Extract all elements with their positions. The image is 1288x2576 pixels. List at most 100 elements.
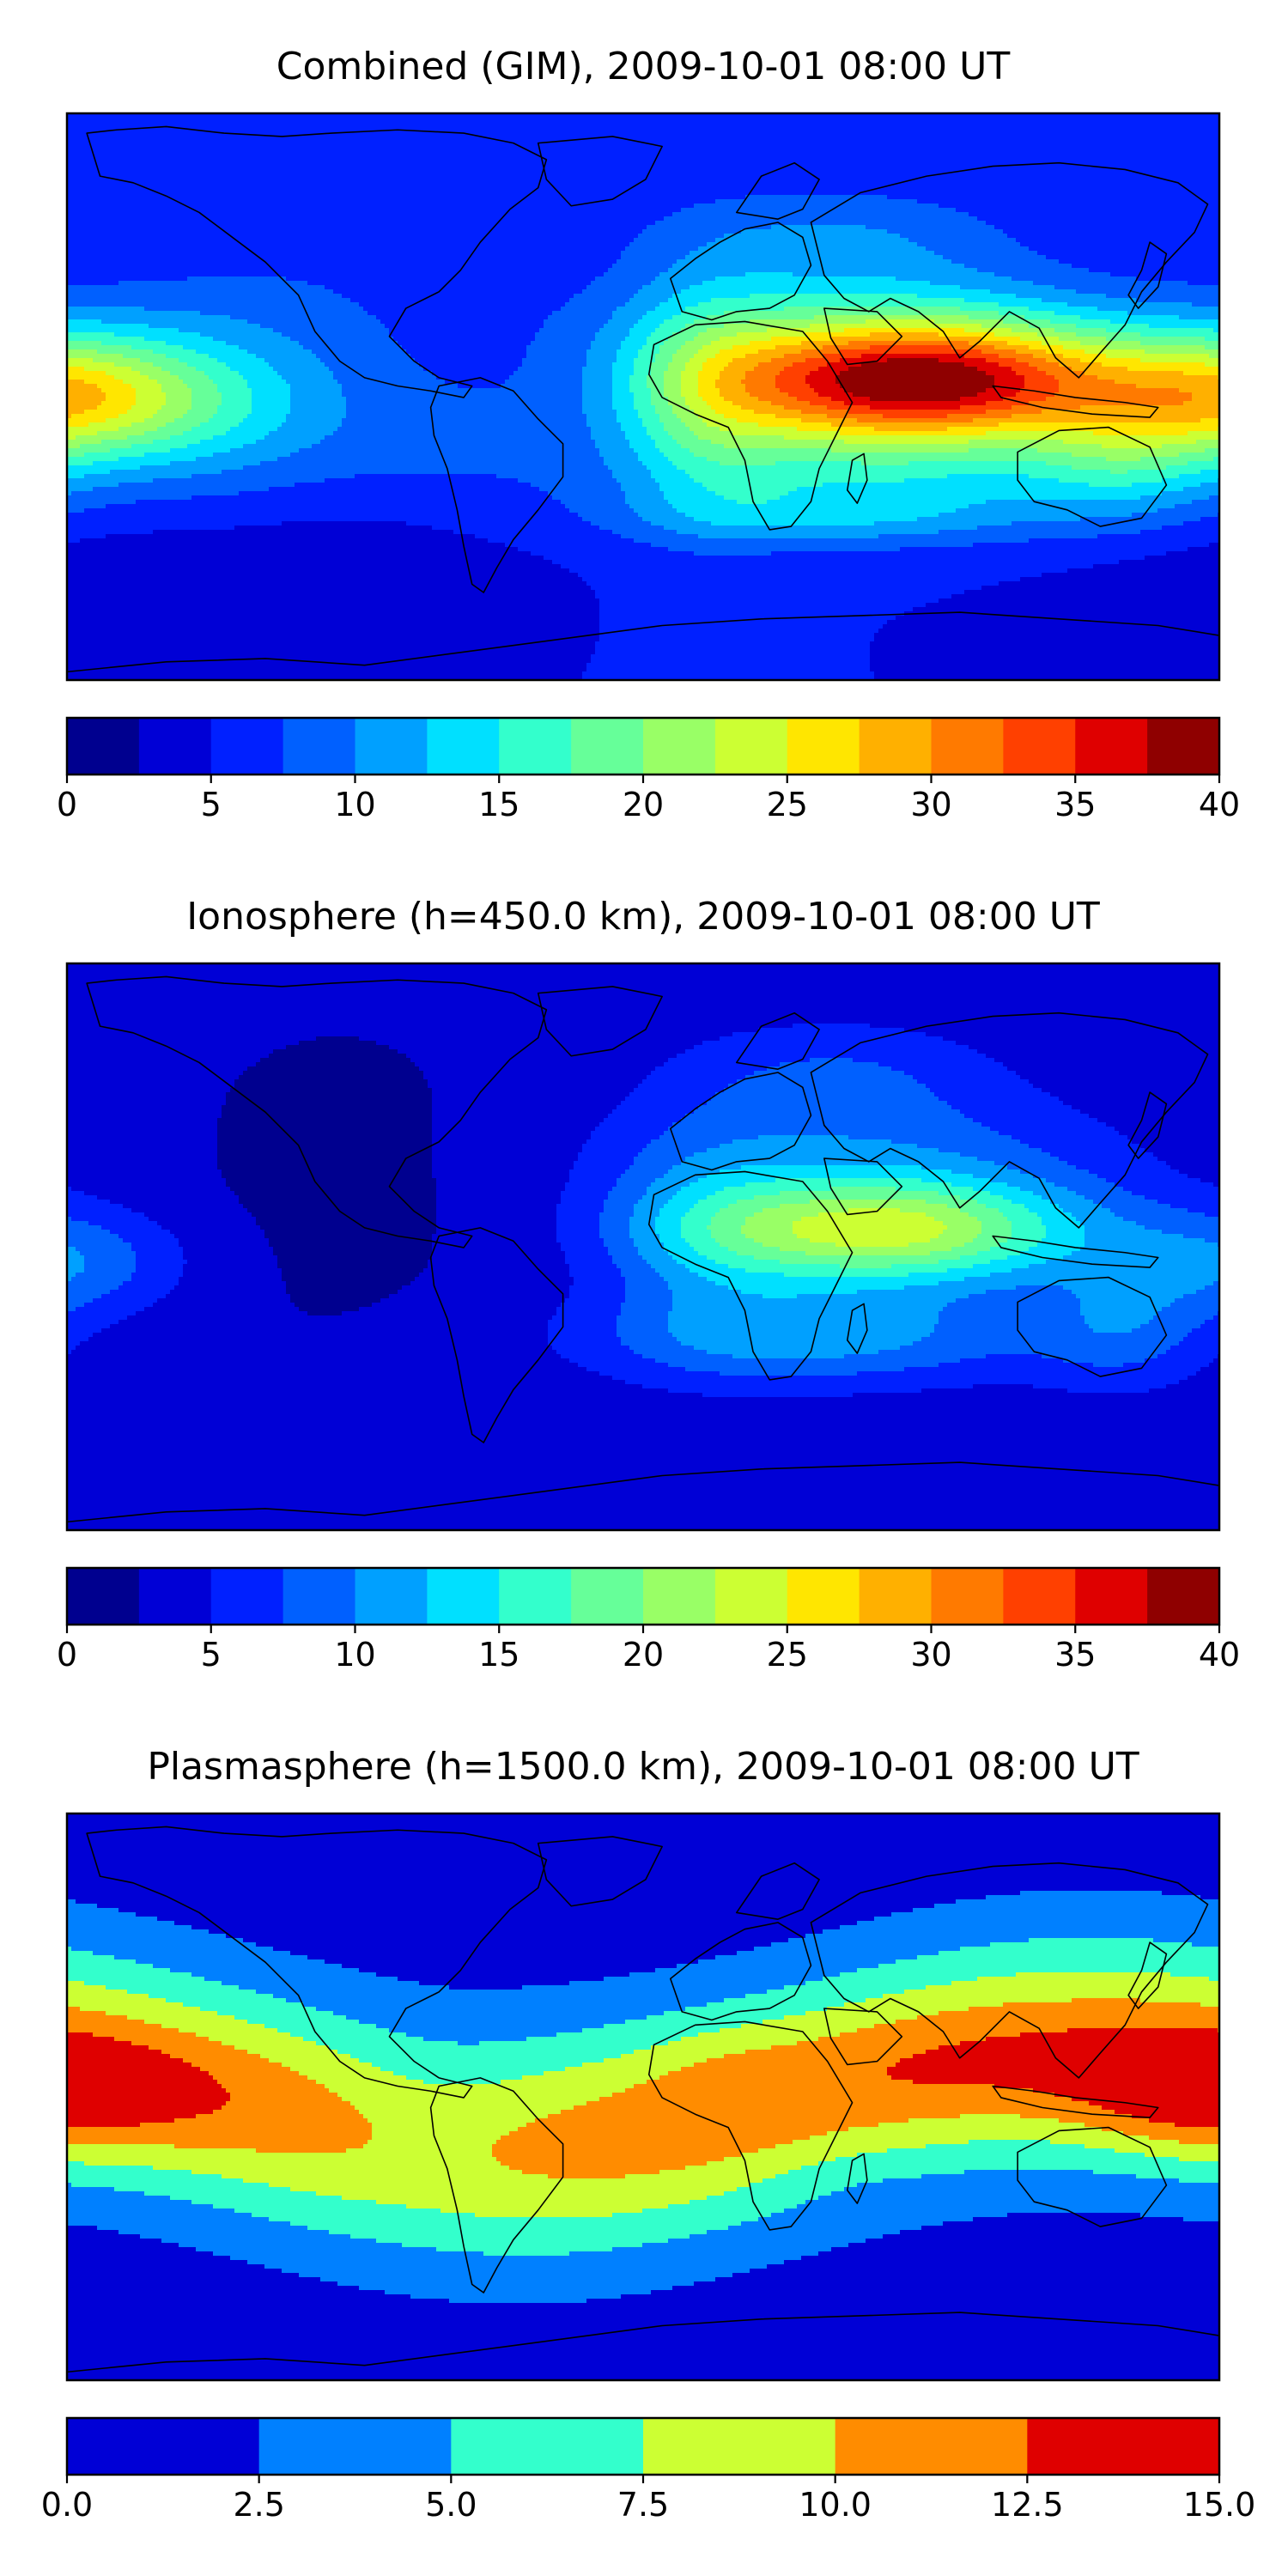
- contour-cell: [745, 1234, 798, 1239]
- contour-cell: [762, 2178, 884, 2184]
- contour-cell: [166, 392, 192, 398]
- contour-cell: [707, 242, 918, 247]
- contour-cell: [67, 1942, 257, 1947]
- contour-cell: [853, 392, 978, 398]
- contour-cell: [939, 1320, 1085, 1325]
- contour-cell: [823, 345, 871, 350]
- contour-cell: [634, 2084, 995, 2089]
- contour-cell: [217, 384, 248, 389]
- contour-cell: [1020, 1251, 1072, 1256]
- contour-cell: [629, 1234, 660, 1239]
- contour-cell: [861, 461, 909, 466]
- contour-cell: [1175, 2123, 1219, 2128]
- contour-cell: [638, 354, 656, 359]
- contour-cell: [67, 358, 94, 363]
- contour-cell: [690, 427, 720, 432]
- contour-cell: [286, 418, 343, 423]
- contour-cell: [1093, 1363, 1124, 1368]
- contour-cell: [1093, 1200, 1158, 1205]
- contour-cell: [887, 229, 1004, 234]
- contour-cell: [939, 2011, 1219, 2016]
- colorbar-segment: [643, 718, 716, 775]
- contour-cell: [659, 2170, 789, 2175]
- contour-cell: [67, 470, 111, 475]
- contour-cell: [720, 461, 776, 466]
- contour-cell: [690, 448, 832, 453]
- contour-cell: [1106, 328, 1214, 333]
- contour-cell: [187, 276, 287, 282]
- contour-cell: [410, 1058, 669, 1063]
- colorbar-tick-label: 0: [57, 786, 77, 823]
- contour-cell: [174, 1285, 287, 1291]
- contour-cell: [492, 2153, 742, 2158]
- colorbar-tick-label: 10: [334, 786, 375, 823]
- colorbar-segment: [210, 718, 284, 775]
- contour-cell: [1042, 1195, 1085, 1200]
- contour-cell: [179, 375, 210, 380]
- contour-cell: [333, 375, 437, 380]
- contour-cell: [621, 341, 647, 346]
- contour-cell: [960, 1152, 1051, 1157]
- contour-cell: [1162, 478, 1218, 483]
- contour-cell: [595, 1127, 669, 1132]
- contour-cell: [67, 1814, 1219, 1819]
- contour-cell: [951, 1182, 1008, 1188]
- contour-cell: [415, 1062, 665, 1067]
- contour-cell: [67, 2054, 171, 2059]
- contour-cell: [243, 444, 313, 449]
- contour-cell: [604, 324, 635, 329]
- contour-cell: [209, 375, 244, 380]
- contour-cell: [67, 654, 592, 659]
- contour-cell: [1183, 1234, 1219, 1239]
- contour-cell: [595, 276, 656, 282]
- contour-cell: [67, 573, 579, 578]
- contour-cell: [67, 225, 647, 230]
- contour-cell: [67, 315, 231, 320]
- contour-cell: [1042, 1217, 1077, 1222]
- contour-cell: [222, 2105, 355, 2111]
- contour-cell: [423, 367, 519, 372]
- contour-cell: [118, 414, 154, 419]
- contour-cell: [76, 1899, 957, 1905]
- contour-cell: [67, 1071, 244, 1076]
- contour-cell: [67, 1891, 1021, 1896]
- contour-cell: [870, 1024, 1219, 1029]
- contour-cell: [209, 2037, 304, 2042]
- colorbar-segment: [451, 2418, 644, 2475]
- contour-cell: [88, 1337, 549, 1342]
- contour-cell: [960, 1208, 999, 1213]
- contour-cell: [67, 963, 1219, 969]
- contour-cell: [561, 1191, 609, 1196]
- colorbar-tick-label: 15: [478, 1636, 519, 1674]
- contour-cell: [977, 367, 1012, 372]
- contour-cell: [548, 1341, 622, 1346]
- contour-cell: [419, 1066, 656, 1072]
- contour-cell: [994, 384, 1025, 389]
- contour-cell: [810, 1200, 927, 1205]
- contour-cell: [810, 2136, 1150, 2141]
- contour-cell: [1110, 470, 1128, 475]
- contour-cell: [1042, 1221, 1081, 1226]
- contour-cell: [621, 1273, 660, 1278]
- contour-cell: [874, 1917, 1219, 1922]
- contour-cell: [668, 1324, 935, 1329]
- contour-cell: [664, 453, 695, 458]
- contour-cell: [1033, 1191, 1077, 1196]
- contour-cell: [870, 663, 1219, 668]
- contour-cell: [1067, 2028, 1218, 2033]
- contour-cell: [844, 328, 965, 333]
- contour-cell: [810, 401, 845, 406]
- contour-cell: [277, 371, 334, 376]
- contour-cell: [67, 487, 94, 492]
- contour-cell: [1188, 1174, 1219, 1179]
- contour-cell: [1020, 242, 1219, 247]
- contour-cell: [694, 517, 918, 522]
- contour-cell: [118, 427, 158, 432]
- contour-cell: [252, 2213, 476, 2218]
- contour-cell: [333, 431, 592, 436]
- contour-cell: [604, 1204, 635, 1209]
- contour-cell: [200, 332, 283, 337]
- contour-cell: [840, 371, 987, 376]
- contour-cell: [642, 315, 673, 320]
- contour-cell: [681, 1161, 995, 1166]
